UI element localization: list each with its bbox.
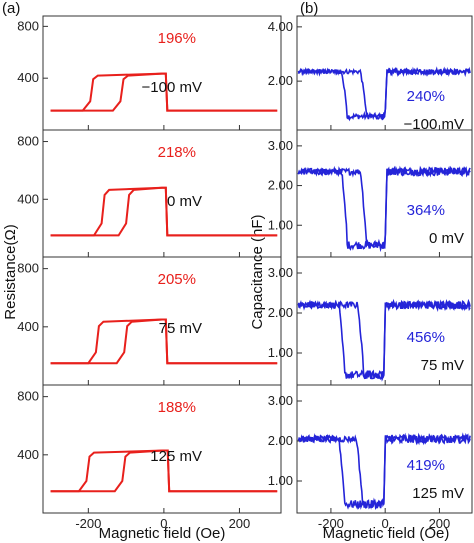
y-tick-label: 2.00 xyxy=(268,73,293,88)
y-tick-label: 400 xyxy=(17,191,39,206)
y-tick-label: 1.00 xyxy=(268,217,293,232)
capacitance-trace-down xyxy=(297,165,471,250)
tmr-ratio-label: 205% xyxy=(158,271,196,288)
y-tick-label: 1.00 xyxy=(268,473,293,488)
tmr-ratio-label: 218% xyxy=(158,144,196,161)
y-tick-label: 400 xyxy=(17,447,39,462)
y-tick-label: 2.00 xyxy=(268,433,293,448)
capacitance-panel-2: 1.00 2.00 3.00 364% 0 mV xyxy=(268,129,473,258)
panel-label-a: (a) xyxy=(2,0,20,17)
field-axis-label-a: Magnetic field (Oe) xyxy=(99,525,226,542)
y-tick-label: 3.00 xyxy=(268,138,293,153)
tmc-ratio-label: 364% xyxy=(407,202,445,219)
resistance-trace-down xyxy=(50,449,278,493)
y-tick-label: 2.00 xyxy=(268,178,293,193)
y-tick-label: 2.00 xyxy=(268,305,293,320)
resistance-axis-label: Resistance(Ω) xyxy=(2,224,19,319)
resistance-panels: 400 800 196% −100 mV 400 800 218% 0 mV 400 800 205… xyxy=(17,15,282,531)
resistance-panel-4: 400 800 -200 0 200 188% 125 mV xyxy=(17,384,282,531)
resistance-panel-1: 400 800 196% −100 mV xyxy=(17,15,282,131)
bias-voltage-label: −100 mV xyxy=(142,79,202,96)
resistance-panel-frame xyxy=(42,384,282,514)
y-tick-label: 800 xyxy=(17,18,39,33)
capacitance-panel-frame xyxy=(296,384,473,514)
capacitance-trace-down xyxy=(297,432,471,510)
x-tick-label: 0 xyxy=(382,516,389,531)
capacitance-trace-down xyxy=(297,299,471,382)
bias-voltage-label: −100 mV xyxy=(404,116,464,133)
panel-label-b: (b) xyxy=(300,0,318,17)
bias-voltage-label: 75 mV xyxy=(421,357,464,374)
resistance-panel-2: 400 800 218% 0 mV xyxy=(17,129,282,258)
x-tick-label: -200 xyxy=(318,516,344,531)
y-tick-label: 400 xyxy=(17,319,39,334)
bias-voltage-label: 0 mV xyxy=(429,230,464,247)
y-tick-label: 3.00 xyxy=(268,393,293,408)
tmc-ratio-label: 456% xyxy=(407,329,445,346)
y-tick-label: 400 xyxy=(17,70,39,85)
y-tick-label: 3.00 xyxy=(268,265,293,280)
resistance-trace-up xyxy=(50,186,278,237)
resistance-panel-3: 400 800 205% 75 mV xyxy=(17,256,282,386)
tmc-ratio-label: 419% xyxy=(407,457,445,474)
bias-voltage-label: 125 mV xyxy=(412,485,464,502)
tmr-ratio-label: 196% xyxy=(158,30,196,47)
capacitance-panel-4: 1.00 2.00 3.00 -200 0 200 419% 125 mV xyxy=(268,384,473,531)
x-tick-label: 200 xyxy=(429,516,451,531)
y-tick-label: 1.00 xyxy=(268,345,293,360)
y-tick-label: 800 xyxy=(17,389,39,404)
bias-voltage-label: 125 mV xyxy=(150,448,202,465)
bias-voltage-label: 75 mV xyxy=(159,320,202,337)
resistance-trace-down xyxy=(50,186,278,237)
bias-voltage-label: 0 mV xyxy=(167,193,202,210)
field-axis-label-b: Magnetic field (Oe) xyxy=(323,525,450,542)
y-tick-label: 800 xyxy=(17,134,39,149)
y-tick-label: 800 xyxy=(17,261,39,276)
x-tick-label: 0 xyxy=(160,516,167,531)
tmc-ratio-label: 240% xyxy=(407,88,445,105)
tmr-ratio-label: 188% xyxy=(158,399,196,416)
resistance-trace-down xyxy=(50,72,278,112)
x-tick-label: -200 xyxy=(75,516,101,531)
capacitance-panel-1: 2.00 4.00 240% −100 mV xyxy=(268,15,473,133)
capacitance-trace-down xyxy=(297,66,471,121)
capacitance-axis-label: Capacitance (nF) xyxy=(249,214,266,329)
y-tick-label: 4.00 xyxy=(268,19,293,34)
resistance-trace-down xyxy=(50,318,278,365)
capacitance-panel-3: 1.00 2.00 3.00 456% 75 mV xyxy=(268,256,473,386)
x-tick-label: 200 xyxy=(229,516,251,531)
